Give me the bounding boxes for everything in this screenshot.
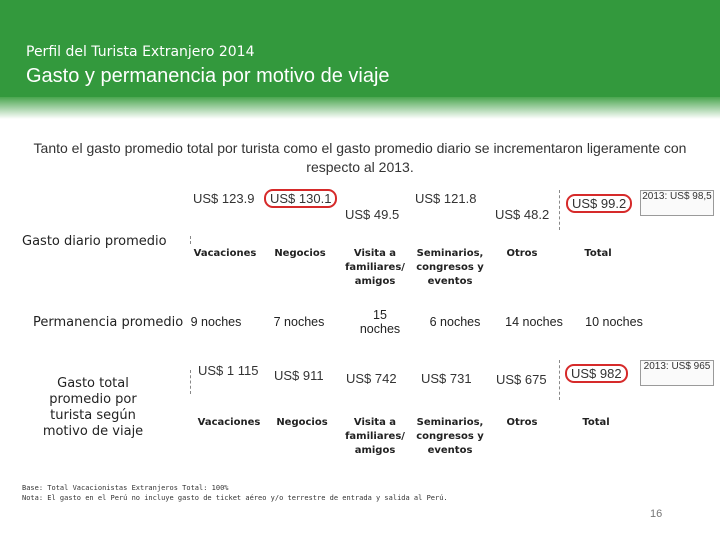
total-value-negocios: US$ 911: [274, 368, 324, 383]
page-title: Gasto y permanencia por motivo de viaje: [26, 65, 390, 87]
category-label: Vacaciones: [193, 248, 257, 259]
header-band-solid: [0, 0, 720, 97]
stay-value: 7 noches: [273, 315, 325, 329]
category-label: Visita a familiares/ amigos: [345, 417, 405, 456]
daily-value-negocios: US$ 130.1: [264, 189, 338, 208]
daily-row-label: Gasto diario promedio: [22, 234, 167, 249]
category-label: Seminarios, congresos y eventos: [416, 417, 484, 456]
category-label: Visita a familiares/ amigos: [345, 248, 405, 287]
intro-text: Tanto el gasto promedio total por turist…: [33, 140, 687, 175]
dashed-divider: [190, 236, 191, 244]
stay-value: 10 noches: [585, 315, 643, 329]
total-value-vacaciones: US$ 1 115: [198, 363, 259, 378]
category-label: Seminarios, congresos y eventos: [416, 248, 484, 287]
total-value-seminarios: US$ 731: [421, 371, 472, 386]
daily-value-otros: US$ 48.2: [495, 207, 550, 222]
category-label: Total: [584, 248, 612, 259]
stay-row-label: Permanencia promedio: [33, 315, 184, 330]
category-label: Vacaciones: [197, 417, 261, 428]
header-subtitle: Perfil del Turista Extranjero 2014: [26, 44, 255, 60]
total-value-total: US$ 982: [565, 364, 628, 383]
total-compare-2013: 2013: US$ 965: [640, 360, 714, 386]
base-note: Base: Total Vacacionistas Extranjeros To…: [22, 484, 229, 492]
stay-value: 14 noches: [505, 315, 563, 329]
stay-value: 9 noches: [190, 315, 242, 329]
category-label: Otros: [506, 248, 538, 259]
total-value-otros: US$ 675: [496, 372, 547, 387]
category-label: Negocios: [274, 248, 326, 259]
daily-compare-2013: 2013: US$ 98,5: [640, 190, 714, 216]
daily-value-total: US$ 99.2: [566, 194, 633, 213]
category-label: Otros: [506, 417, 538, 428]
dashed-divider: [559, 190, 560, 230]
footnote: Nota: El gasto en el Perú no incluye gas…: [22, 494, 448, 502]
category-label: Total: [582, 417, 610, 428]
category-label: Negocios: [276, 417, 328, 428]
daily-value-vacaciones: US$ 123.9: [193, 191, 255, 206]
stay-value: 15 noches: [359, 308, 401, 336]
daily-value-visita: US$ 49.5: [345, 207, 400, 222]
total-value-visita: US$ 742: [346, 371, 397, 386]
daily-value-seminarios: US$ 121.8: [415, 191, 477, 206]
dashed-divider: [559, 360, 560, 400]
page-number: 16: [650, 508, 663, 520]
stay-value: 6 noches: [429, 315, 481, 329]
header-fade: [0, 97, 720, 119]
total-row-label: Gasto total promedio por turista según m…: [42, 376, 144, 439]
dashed-divider: [190, 370, 191, 394]
